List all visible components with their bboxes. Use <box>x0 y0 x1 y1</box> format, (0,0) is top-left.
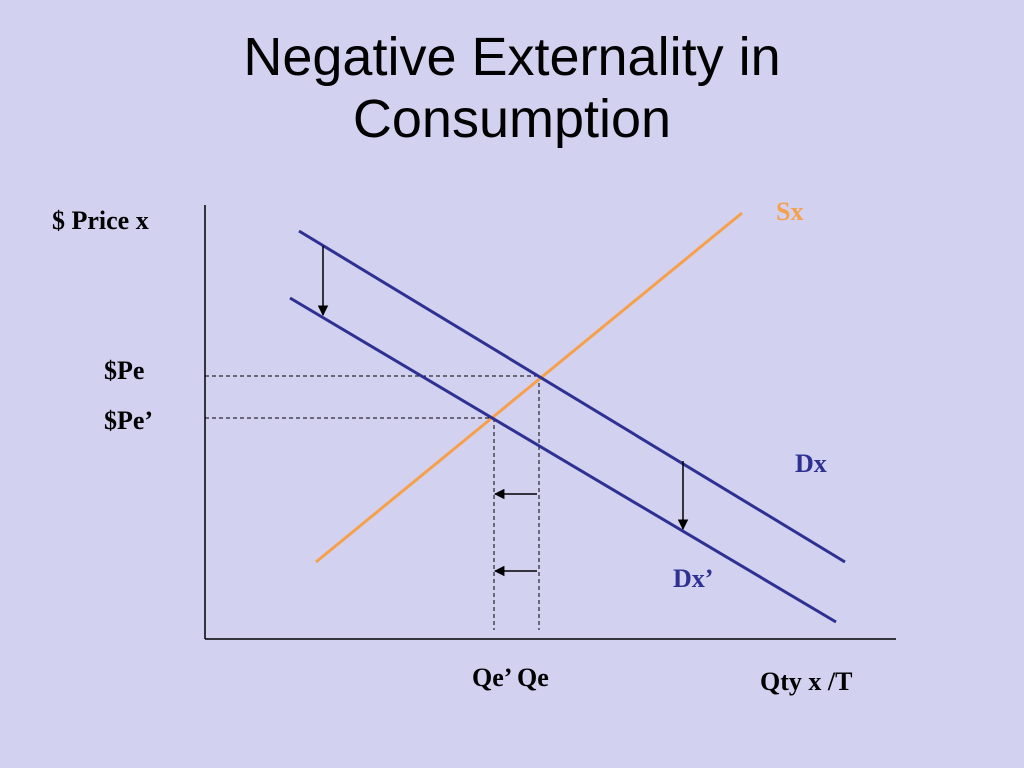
title-line-2: Consumption <box>352 89 672 149</box>
quantity-labels: Qe’ Qe <box>472 663 549 692</box>
demand-shifted-label: Dx’ <box>673 564 713 593</box>
slide-title: Negative Externality in Consumption <box>0 26 1024 150</box>
supply-curve <box>315 211 743 564</box>
x-axis-label: Qty x /T <box>760 667 852 696</box>
price-pe-prime-label: $Pe’ <box>104 406 153 435</box>
y-axis-label: $ Price x <box>52 206 149 235</box>
demand-shifted-curve <box>289 296 837 624</box>
supply-label: Sx <box>776 197 803 226</box>
demand-label: Dx <box>795 449 827 478</box>
title-line-1: Negative Externality in <box>243 27 781 87</box>
demand-curve <box>298 229 846 564</box>
price-pe-label: $Pe <box>104 356 144 385</box>
